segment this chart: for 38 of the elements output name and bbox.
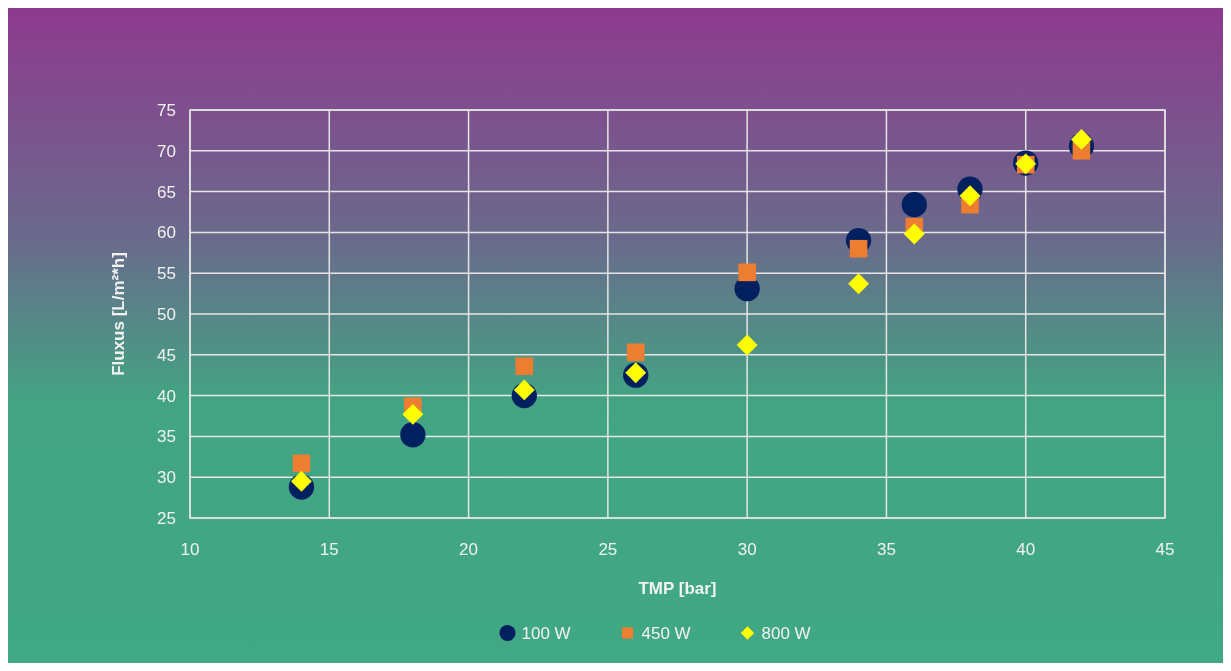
point bbox=[848, 273, 870, 295]
point bbox=[959, 185, 981, 207]
y-tick-label: 75 bbox=[157, 101, 176, 120]
legend-label: 100 W bbox=[521, 624, 571, 643]
point bbox=[901, 192, 927, 218]
point bbox=[402, 403, 424, 425]
y-tick-label: 45 bbox=[157, 345, 176, 365]
y-tick-label: 35 bbox=[157, 427, 176, 447]
y-tick-label: 25 bbox=[157, 509, 176, 528]
x-tick-label: 15 bbox=[319, 540, 339, 559]
x-tick-label: 10 bbox=[180, 540, 200, 559]
y-tick-label: 60 bbox=[157, 223, 176, 243]
point bbox=[1070, 128, 1092, 150]
point bbox=[290, 470, 312, 492]
y-tick-label: 55 bbox=[157, 264, 176, 284]
point bbox=[736, 334, 758, 356]
point bbox=[400, 422, 426, 448]
x-tick-label: 25 bbox=[598, 540, 618, 559]
point bbox=[903, 223, 925, 245]
y-tick-label: 30 bbox=[157, 468, 176, 488]
point bbox=[515, 357, 534, 376]
point bbox=[626, 343, 645, 362]
point bbox=[513, 379, 535, 401]
point bbox=[292, 454, 311, 473]
x-tick-label: 40 bbox=[1016, 540, 1036, 559]
legend-label: 800 W bbox=[761, 624, 811, 643]
x-axis-title: TMP [bar] bbox=[638, 579, 717, 598]
x-tick-label: 30 bbox=[737, 540, 757, 559]
y-tick-label: 50 bbox=[157, 305, 176, 324]
x-tick-label: 45 bbox=[1155, 540, 1175, 559]
x-tick-label: 20 bbox=[459, 540, 479, 559]
y-axis-title: Fluxus [L/m²*h] bbox=[109, 252, 128, 376]
y-tick-label: 70 bbox=[157, 141, 176, 161]
legend-label: 450 W bbox=[641, 624, 691, 643]
y-tick-label: 65 bbox=[157, 182, 176, 202]
y-tick-label: 40 bbox=[157, 386, 176, 406]
point bbox=[738, 263, 756, 282]
x-tick-label: 35 bbox=[876, 540, 896, 559]
